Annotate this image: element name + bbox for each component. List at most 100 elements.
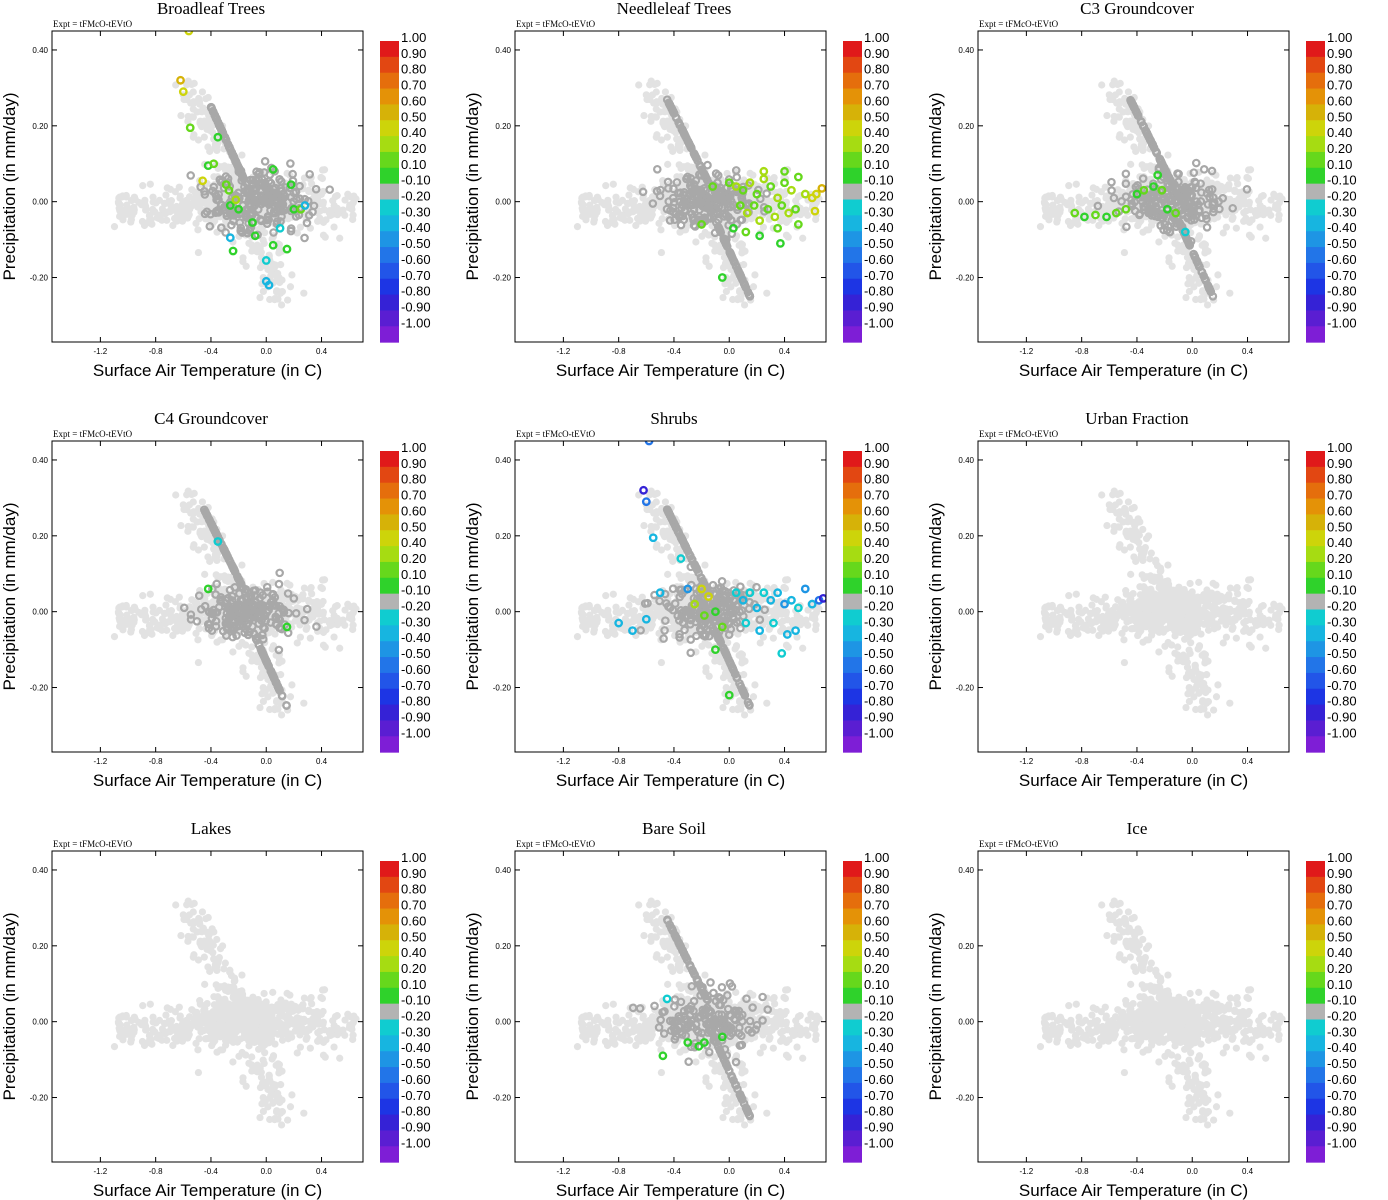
data-point: [261, 256, 271, 265]
background-point: [341, 196, 349, 204]
background-point: [590, 196, 599, 205]
background-point: [198, 88, 207, 96]
background-point: [1197, 296, 1205, 304]
colorbar-swatch: [1306, 310, 1325, 327]
background-point: [734, 296, 742, 304]
background-point: [1232, 224, 1240, 232]
background-point: [1130, 143, 1138, 151]
background-point: [652, 105, 660, 113]
background-point: [339, 616, 347, 624]
background-point: [316, 609, 324, 618]
colorbar-label: -0.70: [1327, 268, 1357, 283]
neutral-point: [216, 124, 226, 134]
background-point: [139, 182, 147, 190]
data-point: [793, 220, 803, 229]
background-point: [217, 163, 225, 171]
neutral-point: [692, 196, 702, 205]
data-point: [763, 204, 773, 214]
background-point: [631, 206, 639, 214]
neutral-point: [682, 174, 691, 184]
neutral-point: [1138, 121, 1148, 130]
neutral-point: [246, 175, 255, 185]
background-point: [198, 498, 207, 506]
colorbar-swatch: [843, 41, 862, 58]
neutral-point: [1144, 208, 1153, 218]
background-point: [1182, 293, 1190, 302]
background-point: [183, 81, 191, 89]
colorbar-swatch: [843, 231, 862, 248]
background-point: [591, 211, 599, 219]
background-point: [127, 218, 135, 226]
data-point: [1171, 208, 1181, 218]
background-point: [177, 111, 185, 120]
colorbar-swatch: [1306, 41, 1325, 58]
background-point: [345, 204, 354, 212]
background-point: [1056, 206, 1064, 214]
background-point: [770, 201, 778, 209]
background-point: [722, 287, 730, 296]
background-point: [314, 217, 322, 225]
y-tick-label: 0.40: [495, 46, 511, 55]
background-point: [223, 166, 231, 175]
neutral-point: [666, 206, 675, 215]
background-point: [1115, 88, 1123, 96]
background-point: [196, 529, 204, 537]
background-point: [1231, 187, 1239, 196]
background-point: [593, 206, 601, 214]
background-point: [248, 657, 256, 665]
data-point: [784, 208, 794, 218]
background-point: [666, 125, 674, 133]
background-point: [1066, 199, 1075, 207]
background-point: [603, 199, 612, 207]
y-tick-label: 0.20: [32, 122, 48, 131]
background-point: [802, 206, 810, 214]
neutral-point: [739, 279, 749, 288]
background-point: [1115, 113, 1123, 121]
neutral-point: [668, 107, 678, 116]
expt-label: Expt = tFMcO-tEVtO: [53, 429, 133, 439]
background-point: [344, 190, 352, 198]
background-point: [186, 205, 194, 213]
neutral-point: [276, 177, 286, 186]
data-point: [1162, 204, 1172, 214]
neutral-point: [234, 188, 243, 198]
neutral-point: [722, 190, 731, 199]
data-point: [810, 206, 820, 216]
background-point: [122, 601, 130, 610]
colorbar-label: -0.70: [401, 268, 431, 283]
scatter-points: [110, 487, 360, 719]
background-point: [1259, 211, 1268, 219]
data-point: [1111, 208, 1121, 218]
neutral-point: [279, 194, 288, 203]
neutral-point: [1157, 213, 1167, 223]
data-point: [759, 166, 769, 176]
background-point: [623, 199, 632, 207]
neutral-point: [726, 196, 736, 206]
colorbar-label: -0.20: [864, 189, 894, 204]
colorbar-swatch: [843, 136, 862, 153]
neutral-point: [1167, 178, 1176, 187]
background-point: [647, 117, 655, 125]
background-point: [115, 614, 123, 622]
colorbar-swatch: [380, 167, 399, 185]
neutral-point: [1202, 214, 1211, 224]
background-point: [320, 206, 328, 214]
background-point: [333, 211, 342, 219]
plot-frame: [514, 30, 827, 343]
x-tick-label: 0.4: [1242, 347, 1254, 356]
colorbar-swatch: [843, 310, 862, 327]
background-point: [271, 706, 279, 714]
background-point: [140, 199, 149, 207]
data-point: [264, 280, 274, 290]
neutral-point: [669, 184, 678, 194]
background-point: [686, 166, 694, 175]
background-point: [657, 226, 665, 234]
colorbar-swatch: [1306, 247, 1325, 264]
background-point: [1195, 232, 1204, 240]
colorbar-label: -0.30: [1327, 204, 1357, 219]
background-point: [1247, 233, 1255, 241]
background-point: [293, 229, 301, 237]
neutral-point: [1242, 185, 1252, 194]
colorbar-label: -0.80: [864, 284, 894, 299]
background-point: [1214, 271, 1222, 279]
